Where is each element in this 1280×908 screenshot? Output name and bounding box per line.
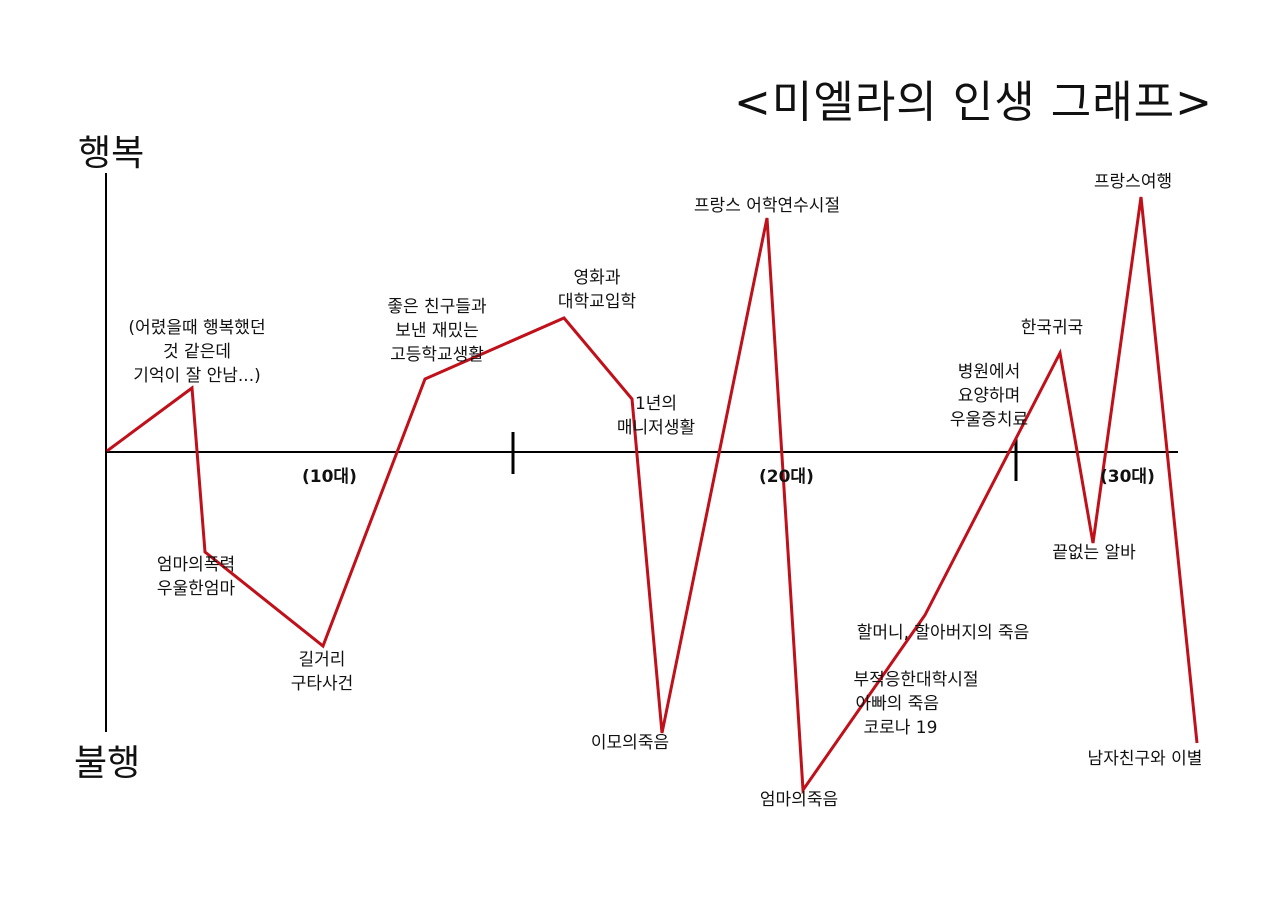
annotation-manager-life: 1년의 매니저생활	[616, 394, 696, 438]
annotation-part-time: 끝없는 알바	[1052, 543, 1136, 563]
annotation-grandparents-death: 할머니, 할아버지의 죽음	[856, 623, 1030, 643]
annotation-high-school: 좋은 친구들과 보낸 재밌는 고등학교생활	[387, 297, 487, 365]
x-label-30s: (30대)	[1100, 467, 1155, 487]
annotation-france-language: 프랑스 어학연수시절	[693, 196, 841, 216]
annotation-mom-death: 엄마의죽음	[759, 790, 839, 810]
annotation-film-college: 영화과 대학교입학	[557, 268, 637, 312]
annotation-return-korea: 한국귀국	[1020, 318, 1084, 338]
annotation-mom-violence: 엄마의폭력 우울한엄마	[156, 555, 236, 599]
x-label-10s: (10대)	[302, 467, 357, 487]
y-axis-label-happy: 행복	[78, 133, 145, 174]
annotation-street-assault: 길거리 구타사건	[290, 650, 354, 694]
annotation-aunt-death: 이모의죽음	[590, 733, 670, 753]
annotation-hospital: 병원에서 요양하며 우울증치료	[949, 362, 1029, 430]
chart-title: <미엘라의 인생 그래프>	[734, 77, 1214, 128]
x-label-20s: (20대)	[759, 467, 814, 487]
life-line-series	[106, 196, 1199, 795]
y-axis-label-unhappy: 불행	[74, 743, 141, 784]
annotation-breakup: 남자친구와 이별	[1087, 749, 1203, 769]
annotation-college-dad-corona: 부적응한대학시절 아빠의 죽음 코로나 19	[853, 670, 979, 738]
annotation-childhood: (어렸을때 행복했던 것 같은데 기억이 잘 안남...)	[128, 318, 266, 386]
annotation-france-trip: 프랑스여행	[1093, 172, 1173, 192]
